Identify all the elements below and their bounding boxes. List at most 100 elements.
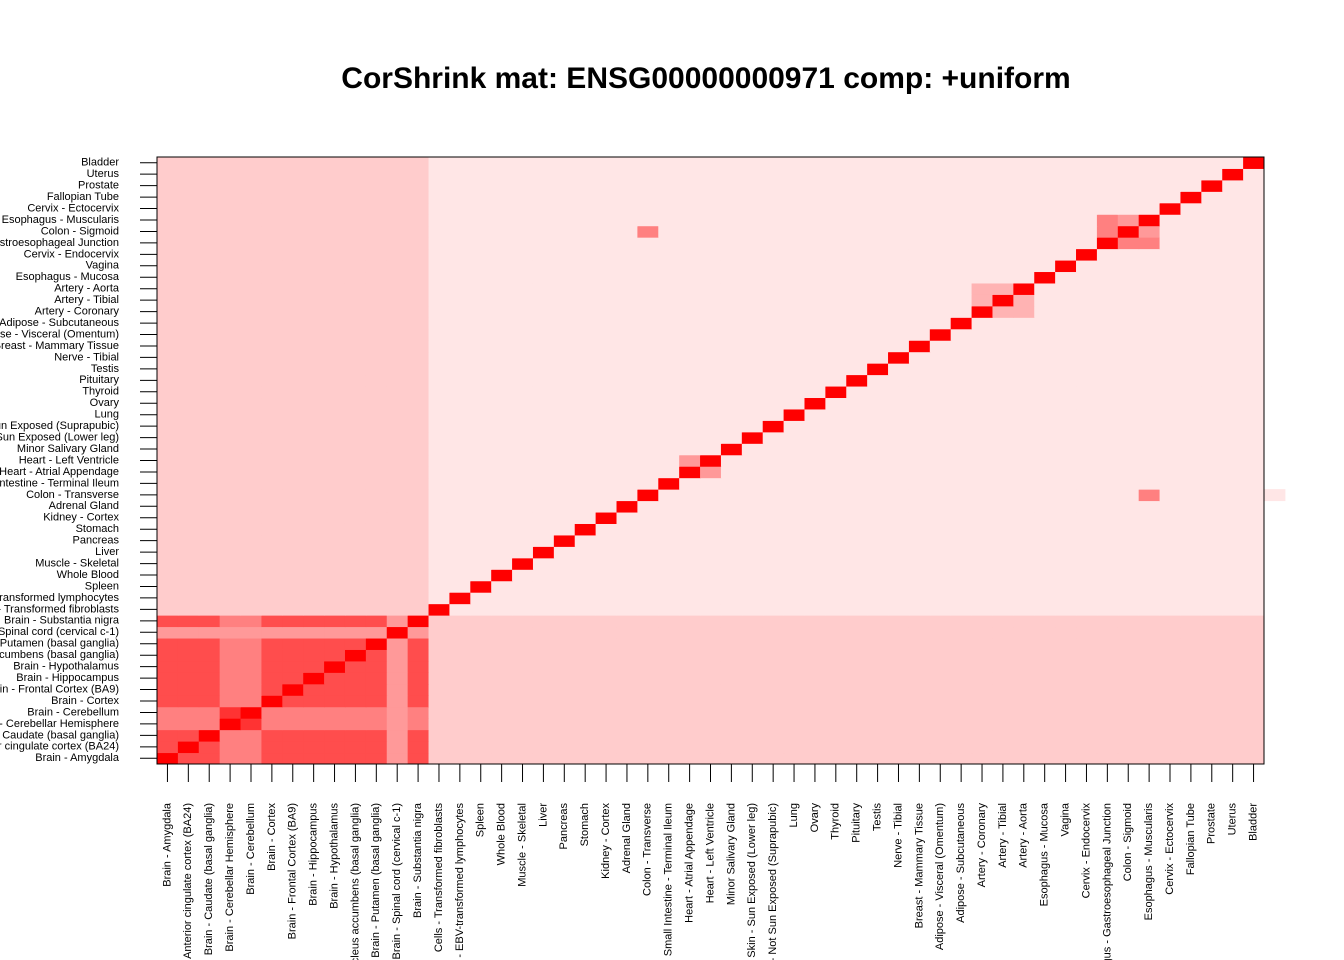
heatmap-cell <box>616 328 638 341</box>
heatmap-cell <box>804 557 826 570</box>
heatmap-cell <box>741 351 764 364</box>
heatmap-cell <box>198 466 221 479</box>
heatmap-cell <box>595 225 618 238</box>
heatmap-cell <box>324 328 346 341</box>
heatmap-cell <box>303 397 325 410</box>
heatmap-cell <box>344 271 367 284</box>
heatmap-cell <box>908 569 931 582</box>
heatmap-cell <box>1159 431 1181 444</box>
heatmap-cell <box>219 260 242 273</box>
heatmap-cell <box>700 718 722 731</box>
heatmap-cell <box>470 386 492 399</box>
heatmap-cell <box>1138 202 1161 215</box>
heatmap-cell <box>553 317 576 330</box>
heatmap-cell <box>700 225 722 238</box>
heatmap-cell <box>407 328 430 341</box>
heatmap-cell <box>992 592 1014 605</box>
heatmap-cell <box>1117 489 1140 502</box>
heatmap-cell <box>783 718 805 731</box>
heatmap-cell <box>491 557 513 570</box>
heatmap-cell <box>637 660 659 673</box>
heatmap-cell <box>303 191 325 204</box>
heatmap-cell <box>324 580 346 593</box>
heatmap-cell <box>637 420 659 433</box>
heatmap-cell <box>1096 202 1119 215</box>
heatmap-cell <box>553 718 576 731</box>
heatmap-cell <box>867 523 889 536</box>
heatmap-cell <box>971 615 993 628</box>
heatmap-cell <box>783 569 805 582</box>
heatmap-cell <box>762 569 785 582</box>
heatmap-cell <box>1222 179 1244 192</box>
heatmap-cell <box>219 397 242 410</box>
heatmap-cell <box>616 351 638 364</box>
heatmap-cell <box>491 328 513 341</box>
heatmap-cell <box>1117 557 1140 570</box>
heatmap-cell <box>804 580 826 593</box>
y-tick-label: Artery - Aorta <box>54 283 120 295</box>
heatmap-cell <box>365 431 388 444</box>
heatmap-cell <box>1243 752 1265 765</box>
heatmap-cell <box>491 500 513 513</box>
heatmap-cell <box>888 317 910 330</box>
heatmap-cell <box>762 408 785 421</box>
heatmap-cell <box>428 615 450 628</box>
heatmap-cell <box>303 672 325 685</box>
heatmap-cell <box>1138 466 1161 479</box>
heatmap-cell <box>1034 260 1056 273</box>
heatmap-cell <box>344 638 367 650</box>
heatmap-cell <box>679 260 701 273</box>
heatmap-cell <box>971 660 993 673</box>
heatmap-cell <box>992 512 1014 524</box>
heatmap-cell <box>491 168 513 181</box>
heatmap-cell <box>762 168 785 181</box>
heatmap-cell <box>512 615 534 628</box>
heatmap-cell <box>1055 408 1077 421</box>
heatmap-cell <box>177 248 200 261</box>
heatmap-cell <box>324 420 346 433</box>
heatmap-cell <box>303 592 325 605</box>
heatmap-cell <box>992 500 1014 513</box>
heatmap-cell <box>616 512 638 524</box>
heatmap-cell <box>324 351 346 364</box>
heatmap-cell <box>888 374 910 387</box>
heatmap-cell <box>1159 328 1181 341</box>
heatmap-cell <box>804 282 826 295</box>
heatmap-cell <box>1180 603 1202 616</box>
heatmap-cell <box>783 706 805 719</box>
heatmap-cell <box>574 340 597 353</box>
heatmap-cell <box>700 179 722 192</box>
heatmap-cell <box>428 649 450 662</box>
heatmap-cell <box>386 443 409 456</box>
heatmap-cell <box>1138 638 1161 650</box>
heatmap-cell <box>1180 489 1202 502</box>
heatmap-cell <box>846 363 868 376</box>
heatmap-cell <box>1222 638 1244 650</box>
heatmap-cell <box>741 626 764 639</box>
heatmap-cell <box>177 638 200 650</box>
heatmap-cell <box>1243 580 1265 593</box>
heatmap-cell <box>1159 580 1181 593</box>
heatmap-cell <box>386 351 409 364</box>
heatmap-cell <box>219 443 242 456</box>
heatmap-cell <box>365 340 388 353</box>
heatmap-cell <box>762 546 785 559</box>
heatmap-cell <box>574 420 597 433</box>
heatmap-cell <box>198 202 221 215</box>
heatmap-cell <box>1180 752 1202 765</box>
heatmap-cell <box>344 386 367 399</box>
heatmap-cell <box>658 214 680 227</box>
heatmap-cell <box>1222 500 1244 513</box>
heatmap-cell <box>1201 512 1223 524</box>
heatmap-cell <box>407 660 430 673</box>
heatmap-cell <box>637 340 659 353</box>
heatmap-cell <box>282 408 304 421</box>
heatmap-cell <box>365 386 388 399</box>
heatmap-cell <box>1076 294 1098 307</box>
heatmap-cell <box>553 328 576 341</box>
heatmap-cell <box>470 466 492 479</box>
heatmap-cell <box>595 466 618 479</box>
heatmap-cell <box>219 626 242 639</box>
heatmap-cell <box>637 408 659 421</box>
heatmap-cell <box>992 179 1014 192</box>
